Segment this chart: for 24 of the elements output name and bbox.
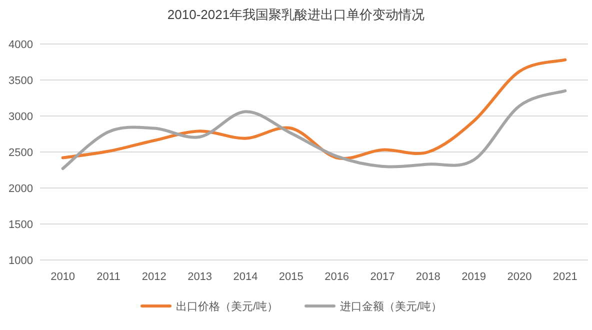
x-tick-label: 2014 — [233, 271, 258, 283]
x-tick-label: 2011 — [96, 271, 120, 283]
x-tick-label: 2015 — [278, 271, 304, 283]
x-tick-label: 2019 — [462, 271, 486, 283]
line-series — [61, 58, 567, 160]
legend-label: 出口价格（美元/吨） — [176, 300, 278, 313]
x-tick-label: 2010 — [50, 271, 76, 283]
x-tick-label: 2018 — [416, 271, 440, 283]
y-tick-label: 2500 — [8, 147, 33, 159]
y-tick-label: 2000 — [8, 183, 33, 195]
line-series — [61, 89, 567, 170]
x-tick-label: 2020 — [507, 271, 532, 283]
y-tick-label: 1500 — [8, 219, 33, 231]
x-tick-label: 2016 — [324, 271, 350, 283]
x-tick-label: 2013 — [188, 271, 212, 283]
x-tick-label: 2012 — [142, 271, 166, 283]
y-tick-label: 1000 — [8, 255, 33, 267]
y-tick-label: 3000 — [8, 111, 33, 123]
x-tick-label: 2021 — [552, 271, 578, 283]
y-tick-label: 4000 — [8, 39, 33, 51]
chart-title: 2010-2021年我国聚乳酸进出口单价变动情况 — [167, 7, 425, 22]
x-tick-label: 2017 — [370, 271, 395, 283]
y-tick-label: 3500 — [8, 75, 33, 87]
legend-label: 进口金额（美元/吨） — [340, 300, 442, 313]
